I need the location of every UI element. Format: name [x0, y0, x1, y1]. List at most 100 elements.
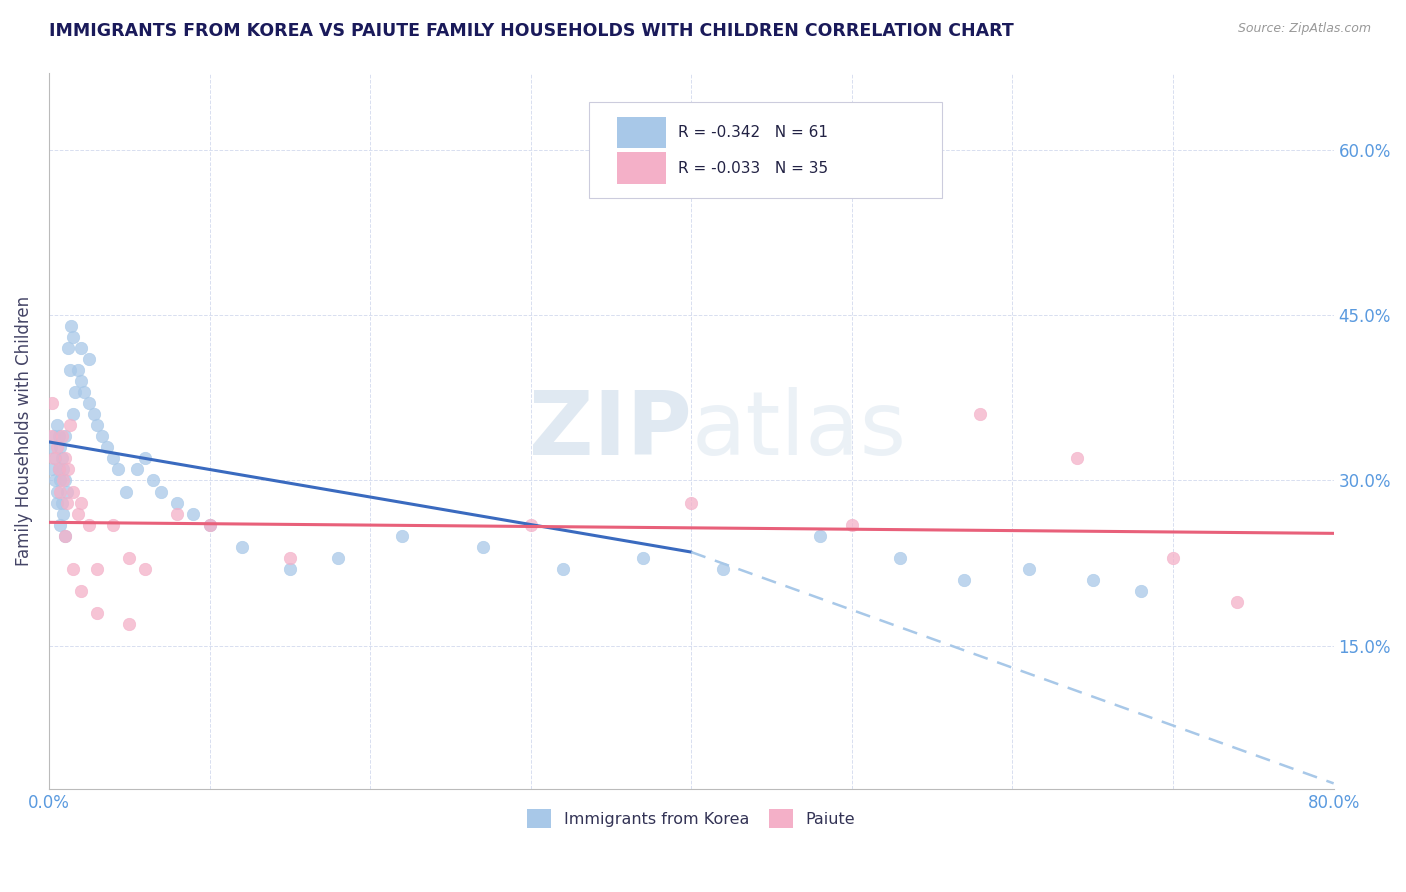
Point — [49, 517, 72, 532]
Point — [48, 462, 70, 476]
Point — [59, 418, 82, 433]
Point — [52, 474, 75, 488]
Text: ZIP: ZIP — [529, 387, 692, 475]
Text: R = -0.033   N = 35: R = -0.033 N = 35 — [679, 161, 828, 176]
Text: atlas: atlas — [692, 387, 907, 475]
Point — [118, 616, 141, 631]
Point — [77, 517, 100, 532]
Point — [278, 550, 301, 565]
Point — [150, 484, 173, 499]
Legend: Immigrants from Korea, Paiute: Immigrants from Korea, Paiute — [522, 802, 862, 835]
Point — [198, 517, 221, 532]
Point — [551, 561, 574, 575]
Point — [55, 484, 77, 499]
Text: Source: ZipAtlas.com: Source: ZipAtlas.com — [1237, 22, 1371, 36]
Point — [471, 540, 494, 554]
Point — [66, 363, 89, 377]
Point — [62, 484, 84, 499]
Point — [53, 474, 76, 488]
Point — [66, 507, 89, 521]
FancyBboxPatch shape — [589, 102, 942, 198]
Point — [46, 484, 69, 499]
Point — [391, 528, 413, 542]
Point — [49, 441, 72, 455]
Point — [86, 561, 108, 575]
Point — [953, 573, 976, 587]
Point — [70, 583, 93, 598]
Point — [107, 462, 129, 476]
Point — [1018, 561, 1040, 575]
Point — [91, 429, 114, 443]
Point — [60, 319, 83, 334]
Point — [1129, 583, 1152, 598]
Point — [73, 385, 96, 400]
Point — [841, 517, 863, 532]
Point — [53, 528, 76, 542]
Point — [77, 396, 100, 410]
FancyBboxPatch shape — [617, 153, 665, 184]
Point — [808, 528, 831, 542]
Point — [52, 462, 75, 476]
FancyBboxPatch shape — [617, 117, 665, 148]
Point — [44, 474, 66, 488]
Point — [49, 484, 72, 499]
Point — [53, 451, 76, 466]
Point — [51, 429, 73, 443]
Point — [63, 385, 86, 400]
Point — [103, 451, 125, 466]
Point — [142, 474, 165, 488]
Point — [52, 507, 75, 521]
Point — [59, 363, 82, 377]
Point — [1066, 451, 1088, 466]
Point — [198, 517, 221, 532]
Point — [889, 550, 911, 565]
Point — [39, 441, 62, 455]
Point — [969, 408, 991, 422]
Point — [46, 495, 69, 509]
Point — [1161, 550, 1184, 565]
Point — [41, 396, 63, 410]
Point — [58, 462, 80, 476]
Point — [231, 540, 253, 554]
Point — [118, 550, 141, 565]
Point — [62, 408, 84, 422]
Point — [62, 561, 84, 575]
Point — [58, 341, 80, 355]
Point — [83, 408, 105, 422]
Point — [1081, 573, 1104, 587]
Point — [48, 429, 70, 443]
Point — [53, 528, 76, 542]
Point — [519, 517, 541, 532]
Point — [70, 495, 93, 509]
Y-axis label: Family Households with Children: Family Households with Children — [15, 296, 32, 566]
Point — [278, 561, 301, 575]
Point — [51, 495, 73, 509]
Point — [42, 451, 65, 466]
Point — [326, 550, 349, 565]
Point — [96, 441, 118, 455]
Point — [166, 507, 188, 521]
Point — [55, 495, 77, 509]
Point — [127, 462, 149, 476]
Point — [86, 606, 108, 620]
Point — [42, 429, 65, 443]
Point — [115, 484, 138, 499]
Point — [70, 375, 93, 389]
Point — [41, 462, 63, 476]
Point — [77, 352, 100, 367]
Text: R = -0.342   N = 61: R = -0.342 N = 61 — [679, 125, 828, 140]
Point — [39, 429, 62, 443]
Point — [48, 462, 70, 476]
Point — [70, 341, 93, 355]
Text: IMMIGRANTS FROM KOREA VS PAIUTE FAMILY HOUSEHOLDS WITH CHILDREN CORRELATION CHAR: IMMIGRANTS FROM KOREA VS PAIUTE FAMILY H… — [49, 22, 1014, 40]
Point — [713, 561, 735, 575]
Point — [49, 474, 72, 488]
Point — [681, 495, 703, 509]
Point — [1226, 594, 1249, 608]
Point — [44, 451, 66, 466]
Point — [134, 451, 156, 466]
Point — [134, 561, 156, 575]
Point — [46, 441, 69, 455]
Point — [46, 418, 69, 433]
Point — [53, 429, 76, 443]
